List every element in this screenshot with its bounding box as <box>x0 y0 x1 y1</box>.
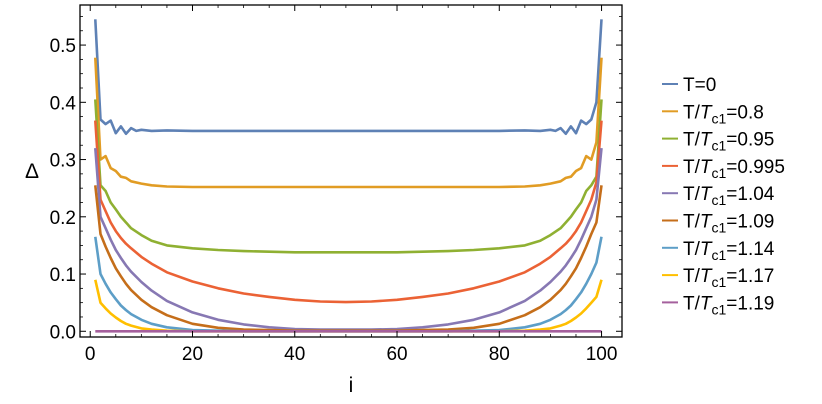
series-line-2 <box>94 99 603 254</box>
legend-item: T/Tc1=0.95 <box>662 130 774 154</box>
series-line-1 <box>94 57 603 189</box>
x-tick-label: 100 <box>586 344 618 365</box>
legend-item: T/Tc1=1.04 <box>662 184 775 208</box>
series-line-7 <box>94 279 603 333</box>
legend-item: T/Tc1=0.8 <box>662 102 764 126</box>
plot-frame <box>79 4 623 338</box>
y-axis-label: Δ <box>25 160 39 183</box>
legend-item: T/Tc1=0.995 <box>662 157 785 181</box>
x-tick-label: 80 <box>489 344 510 365</box>
y-tick-label: 0.3 <box>50 151 76 172</box>
legend-item: T=0 <box>662 75 716 96</box>
legend-label: T/Tc1=0.95 <box>683 130 774 154</box>
y-tick-label: 0.2 <box>50 208 76 229</box>
axes-layer: 0 20 40 60 80 100 0.0 0.1 0.2 0.3 0.4 0.5 <box>50 5 622 365</box>
legend-label: T/Tc1=1.04 <box>683 184 775 208</box>
legend-label: T/Tc1=1.17 <box>683 266 774 290</box>
legend-item: T/Tc1=1.17 <box>662 266 774 290</box>
x-tick-label: 20 <box>182 344 203 365</box>
series-line-0 <box>94 19 603 136</box>
series-layer <box>94 19 603 333</box>
x-tick-label: 0 <box>85 344 96 365</box>
legend-item: T/Tc1=1.09 <box>662 212 774 236</box>
x-tick-label: 60 <box>386 344 407 365</box>
x-tick-label: 40 <box>284 344 305 365</box>
legend: T=0 T/Tc1=0.8 T/Tc1=0.95 T/Tc1=0.995 T/Tc1=1… <box>662 75 785 317</box>
legend-label: T/Tc1=1.19 <box>683 293 774 317</box>
legend-item: T/Tc1=1.19 <box>662 293 774 317</box>
x-axis-label: i <box>349 374 354 397</box>
legend-label: T/Tc1=0.8 <box>683 102 764 126</box>
y-tick-label: 0.5 <box>50 36 76 57</box>
series-line-5 <box>94 185 603 333</box>
legend-item: T/Tc1=1.14 <box>662 239 775 263</box>
legend-label: T/Tc1=0.995 <box>683 157 785 181</box>
series-line-3 <box>94 120 603 304</box>
y-tick-label: 0.1 <box>50 265 76 286</box>
legend-label: T=0 <box>683 75 716 96</box>
legend-label: T/Tc1=1.14 <box>683 239 775 263</box>
y-tick-label: 0.4 <box>50 93 77 114</box>
y-tick-label: 0.0 <box>50 322 76 343</box>
legend-label: T/Tc1=1.09 <box>683 212 774 236</box>
